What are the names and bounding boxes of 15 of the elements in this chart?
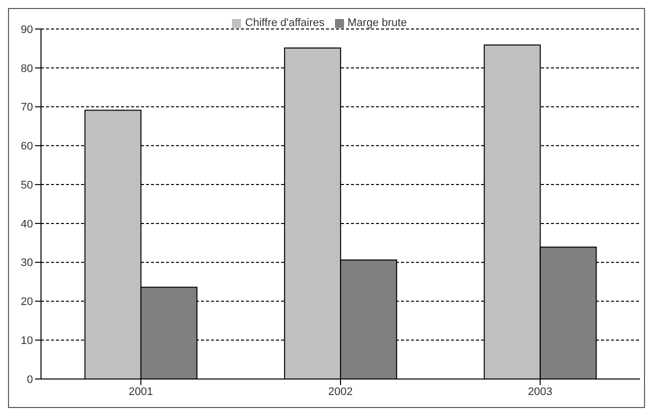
y-tick-label: 40	[20, 218, 33, 230]
legend-label: Chiffre d'affaires	[245, 17, 325, 29]
y-tick-label: 70	[20, 102, 33, 114]
x-tick-label: 2003	[528, 386, 552, 398]
y-tick-label: 80	[20, 62, 33, 75]
y-tick-label: 10	[20, 335, 33, 348]
y-tick-label: 30	[20, 257, 33, 270]
x-tick-label: 2001	[128, 386, 154, 398]
y-tick-label: 0	[26, 374, 33, 386]
y-tick-label: 90	[20, 24, 33, 36]
legend-label: Marge brute	[348, 17, 407, 29]
y-tick-label: 60	[20, 140, 33, 153]
x-tick-label: 2002	[328, 386, 353, 398]
y-tick-label: 50	[20, 179, 33, 192]
y-tick-label: 20	[20, 296, 33, 308]
